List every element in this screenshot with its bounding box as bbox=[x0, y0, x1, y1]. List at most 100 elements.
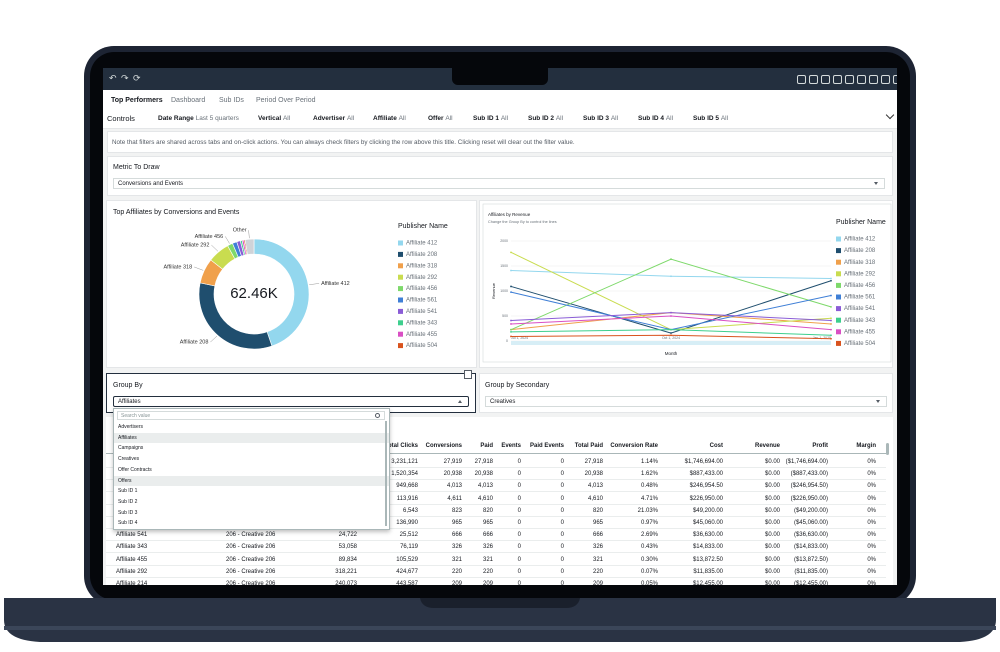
filter[interactable]: Affiliate All bbox=[373, 115, 406, 122]
dropdown-option[interactable]: Sub ID 3 bbox=[114, 508, 389, 519]
option-label: Affiliates bbox=[118, 434, 137, 441]
dropdown-option[interactable]: Creatives bbox=[114, 454, 389, 465]
toolbar-icon[interactable]: ↷ bbox=[121, 73, 129, 83]
column-header[interactable]: Total Paid bbox=[574, 443, 603, 449]
line-panel: Affiliates by Revenue Change the Group By… bbox=[479, 200, 893, 368]
table-cell: 20,938 bbox=[584, 471, 603, 478]
dropdown-option[interactable]: Offer Contracts bbox=[114, 465, 389, 476]
filter[interactable]: Sub ID 5 All bbox=[693, 115, 728, 122]
chart-title: Top Affiliates by Conversions and Events bbox=[113, 209, 240, 216]
option-label: Campaigns bbox=[118, 445, 144, 452]
table-cell: 27,918 bbox=[584, 459, 603, 465]
legend-swatch bbox=[398, 274, 403, 280]
table-cell: 321 bbox=[592, 556, 603, 563]
filter-label: Vertical bbox=[258, 115, 282, 122]
toolbar-icon[interactable] bbox=[821, 75, 830, 84]
legend-label: Affiliate 455 bbox=[844, 329, 876, 335]
toolbar-icon[interactable] bbox=[857, 75, 866, 84]
table-cell: $36,630.00 bbox=[692, 532, 723, 539]
filter-value: Last 5 quarters bbox=[195, 115, 239, 122]
select-caret bbox=[458, 400, 462, 403]
toolbar-icon[interactable] bbox=[881, 75, 890, 84]
dropdown-option[interactable]: Sub ID 4 bbox=[114, 518, 389, 529]
toolbar-icon[interactable] bbox=[845, 75, 854, 84]
dropdown-option[interactable]: Campaigns bbox=[114, 443, 389, 454]
toolbar-icon[interactable]: ⟳ bbox=[133, 73, 141, 83]
table-cell: 4,013 bbox=[446, 483, 462, 490]
column-header[interactable]: Cost bbox=[709, 443, 723, 449]
slice-label: Affiliate 456 bbox=[195, 234, 224, 240]
column-header[interactable]: Events bbox=[501, 443, 521, 449]
legend-swatch bbox=[398, 240, 403, 246]
filter[interactable]: Advertiser All bbox=[313, 115, 354, 122]
dropdown-option[interactable]: Offers bbox=[114, 475, 389, 487]
column-header[interactable]: Paid bbox=[480, 443, 493, 449]
metric-select[interactable]: Conversions and Events bbox=[113, 178, 885, 189]
scrollbar[interactable] bbox=[886, 443, 889, 455]
filter[interactable]: Vertical All bbox=[258, 115, 290, 122]
column-header[interactable]: Profit bbox=[812, 443, 828, 449]
table-cell: 0 bbox=[560, 520, 564, 526]
line-point bbox=[510, 251, 512, 254]
table-cell: 4,013 bbox=[477, 483, 493, 490]
info-icon[interactable] bbox=[464, 370, 472, 379]
legend-label: Affiliate 455 bbox=[406, 332, 438, 338]
table-cell: 6,543 bbox=[402, 507, 418, 514]
column-header[interactable]: Revenue bbox=[754, 443, 780, 449]
row-rule bbox=[106, 552, 886, 554]
line-point bbox=[510, 323, 512, 325]
table-cell: 4,610 bbox=[477, 495, 493, 502]
row-rule bbox=[106, 479, 886, 481]
metric-panel: Metric To Draw Conversions and Events bbox=[107, 156, 893, 196]
toolbar-icon[interactable] bbox=[893, 75, 897, 84]
filter[interactable]: Sub ID 2 All bbox=[528, 115, 563, 122]
toolbar-icon[interactable] bbox=[869, 75, 878, 84]
column-header[interactable]: Total Clicks bbox=[384, 443, 418, 449]
dropdown-option[interactable]: Affiliates bbox=[114, 432, 389, 444]
tab[interactable]: Period Over Period bbox=[256, 97, 316, 104]
toolbar-icon[interactable]: ↶ bbox=[109, 73, 117, 83]
option-label: Offer Contracts bbox=[118, 466, 152, 473]
toolbar-icon[interactable] bbox=[797, 75, 806, 84]
table-cell: Affiliate 455 bbox=[116, 556, 148, 563]
column-header[interactable]: Conversion Rate bbox=[610, 443, 658, 449]
filter[interactable]: Sub ID 4 All bbox=[638, 115, 673, 122]
legend-swatch bbox=[836, 248, 841, 254]
table-cell: 0 bbox=[560, 568, 564, 575]
table-cell: Affiliate 541 bbox=[116, 532, 148, 539]
line-point bbox=[510, 291, 512, 294]
table-cell: 0 bbox=[560, 581, 564, 585]
filter[interactable]: Sub ID 3 All bbox=[583, 115, 618, 122]
line-point bbox=[830, 319, 832, 322]
legend-label: Affiliate 343 bbox=[844, 318, 876, 324]
legend-swatch bbox=[836, 329, 841, 335]
table-cell: ($13,872.50) bbox=[793, 556, 828, 563]
toolbar-icon[interactable] bbox=[833, 75, 842, 84]
column-header[interactable]: Paid Events bbox=[529, 443, 564, 449]
tab[interactable]: Dashboard bbox=[171, 97, 206, 104]
table-cell: 965 bbox=[451, 520, 462, 526]
dropdown-option[interactable]: Sub ID 2 bbox=[114, 497, 389, 508]
toolbar-icon[interactable] bbox=[809, 75, 818, 84]
base bbox=[4, 598, 996, 642]
column-header[interactable]: Margin bbox=[856, 443, 876, 449]
option-label: Offers bbox=[118, 477, 132, 484]
search-box[interactable]: Search value bbox=[117, 411, 385, 420]
filter[interactable]: Sub ID 1 All bbox=[473, 115, 508, 122]
legend-label: Affiliate 292 bbox=[844, 271, 876, 277]
dropdown-option[interactable]: Sub ID 1 bbox=[114, 486, 389, 497]
group-by-select[interactable]: Affiliates bbox=[113, 396, 469, 407]
filter[interactable]: Date Range Last 5 quarters bbox=[158, 115, 239, 122]
group-by-secondary-select[interactable]: Creatives bbox=[485, 396, 887, 407]
filter[interactable]: Offer All bbox=[428, 115, 453, 122]
dropdown-option[interactable]: Advertisers bbox=[114, 422, 389, 433]
line-point bbox=[830, 306, 832, 308]
tab[interactable]: Sub IDs bbox=[219, 97, 244, 104]
pie-panel: Top Affiliates by Conversions and Events… bbox=[106, 200, 477, 368]
table-cell: 0 bbox=[517, 507, 521, 514]
controls-title: Controls bbox=[107, 114, 135, 123]
tab[interactable]: Top Performers bbox=[111, 97, 163, 104]
line-point bbox=[830, 334, 832, 337]
column-header[interactable]: Conversions bbox=[425, 443, 462, 449]
line-point bbox=[670, 328, 672, 331]
